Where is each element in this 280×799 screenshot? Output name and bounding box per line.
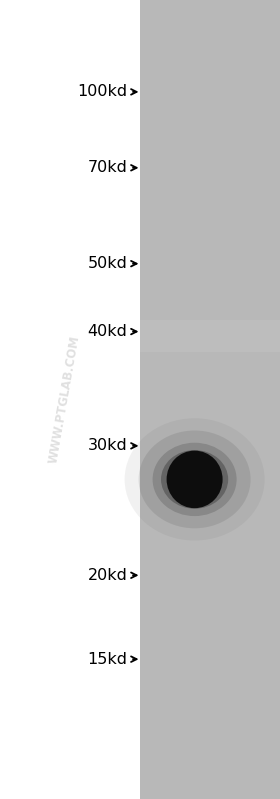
Bar	[140, 320, 280, 352]
Ellipse shape	[139, 431, 251, 528]
Text: 70kd: 70kd	[88, 161, 127, 175]
Text: 40kd: 40kd	[88, 324, 127, 339]
Ellipse shape	[161, 450, 228, 509]
Text: WWW.PTGLAB.COM: WWW.PTGLAB.COM	[47, 335, 82, 464]
Text: 30kd: 30kd	[88, 439, 127, 453]
Text: 100kd: 100kd	[77, 85, 127, 99]
Bar	[140, 0, 280, 799]
Ellipse shape	[167, 451, 223, 508]
Ellipse shape	[125, 418, 265, 540]
Text: 20kd: 20kd	[88, 568, 127, 582]
Ellipse shape	[153, 443, 237, 516]
Text: 15kd: 15kd	[87, 652, 127, 666]
Text: 50kd: 50kd	[88, 256, 127, 271]
